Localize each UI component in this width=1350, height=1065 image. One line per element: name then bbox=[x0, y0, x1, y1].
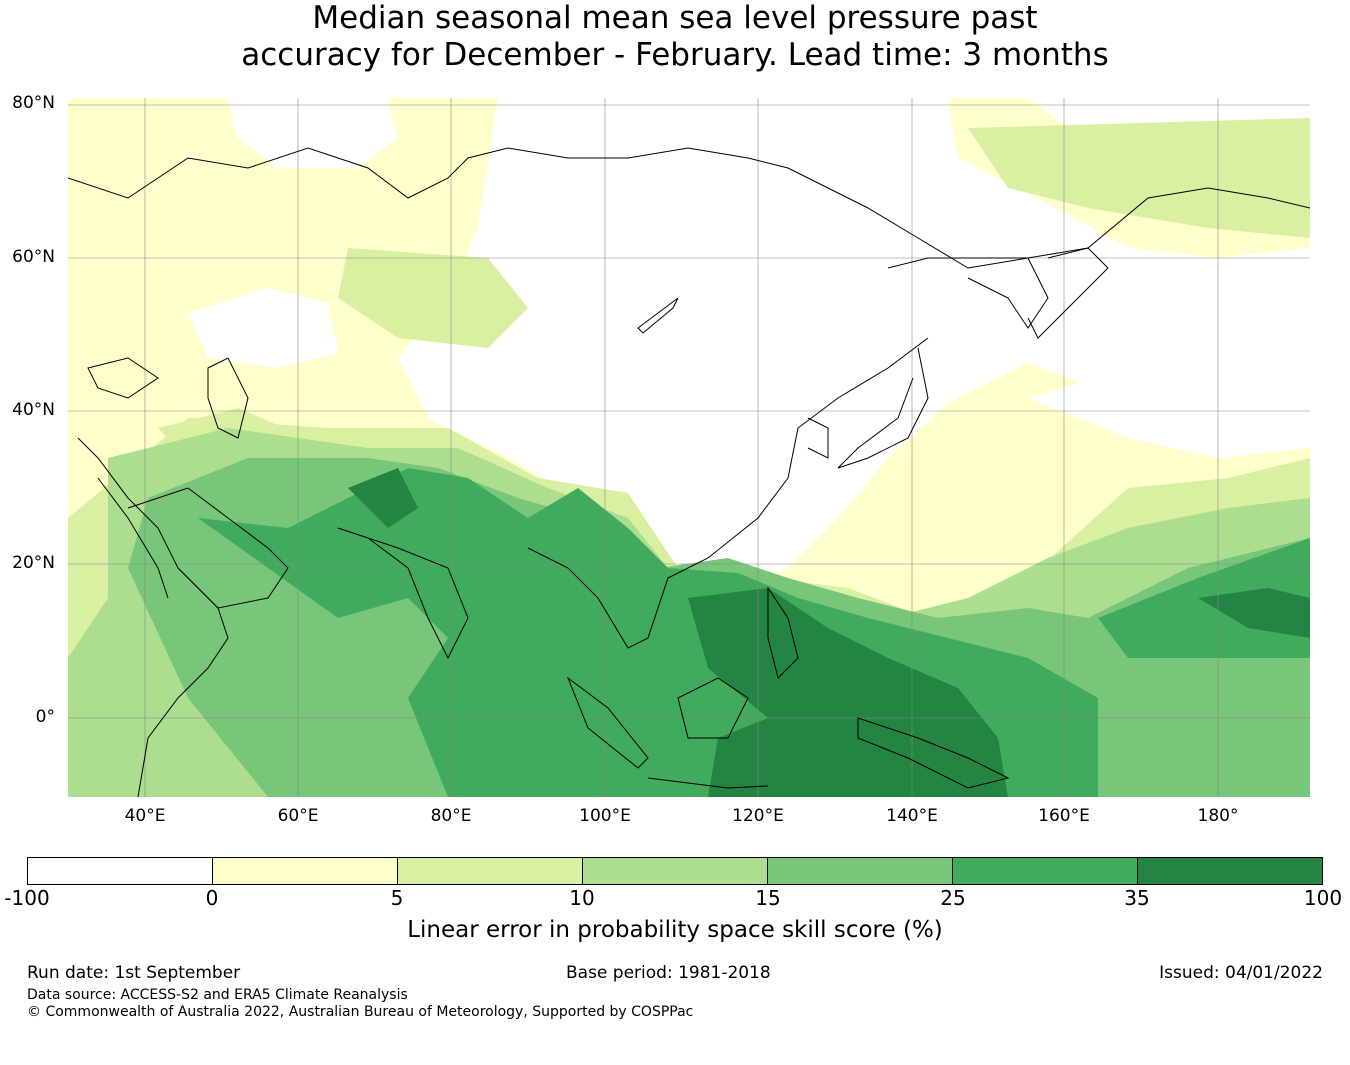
coastline-japan bbox=[837, 347, 929, 469]
colorbar-segment-10-15 bbox=[583, 858, 768, 884]
coastline-korea bbox=[807, 417, 829, 459]
lon-label-60e: 60°E bbox=[277, 806, 319, 826]
colorbar-segment-15-25 bbox=[768, 858, 953, 884]
copyright: © Commonwealth of Australia 2022, Austra… bbox=[27, 1004, 694, 1020]
region-35-100-central-pacific bbox=[1198, 588, 1310, 638]
run-date: Run date: 1st September bbox=[27, 963, 241, 983]
colorbar-tick-10: 10 bbox=[569, 886, 595, 910]
colorbar-segment-35-100 bbox=[1138, 858, 1322, 884]
coastline-new-guinea bbox=[857, 717, 1010, 789]
skill-score-map bbox=[68, 98, 1310, 797]
colorbar-segment-0-5 bbox=[213, 858, 398, 884]
region-35-100-west-pacific bbox=[688, 588, 1008, 797]
lat-label-80n: 80°N bbox=[12, 93, 55, 113]
lon-label-120e: 120°E bbox=[732, 806, 784, 826]
data-source: Data source: ACCESS-S2 and ERA5 Climate … bbox=[27, 987, 408, 1003]
lat-label-40n: 40°N bbox=[12, 400, 55, 420]
lon-label-160e: 160°E bbox=[1038, 806, 1090, 826]
title-line-2: accuracy for December - February. Lead t… bbox=[241, 37, 1109, 73]
colorbar bbox=[27, 857, 1323, 885]
lon-label-40e: 40°E bbox=[124, 806, 166, 826]
coastline-red-sea bbox=[97, 477, 169, 599]
coastline-kamchatka bbox=[1027, 247, 1109, 339]
coastline-caspian bbox=[207, 357, 249, 439]
lat-label-equator: 0° bbox=[35, 707, 55, 727]
coastline-sumatra bbox=[566, 676, 649, 769]
lon-label-140e: 140°E bbox=[886, 806, 938, 826]
lon-label-100e: 100°E bbox=[579, 806, 631, 826]
coastlines bbox=[68, 147, 1310, 797]
coastline-java bbox=[647, 777, 769, 789]
colorbar-tick-35: 35 bbox=[1124, 886, 1150, 910]
colorbar-tick-5: 5 bbox=[390, 886, 404, 910]
region-35-100-arabia bbox=[348, 468, 418, 528]
coastline-philippines bbox=[767, 586, 799, 679]
issued-date: Issued: 04/01/2022 bbox=[1159, 963, 1323, 983]
lat-label-60n: 60°N bbox=[12, 247, 55, 267]
coastline-southeast-asia bbox=[527, 337, 929, 649]
colorbar-label: Linear error in probability space skill … bbox=[407, 917, 943, 943]
coastline-india bbox=[337, 527, 469, 660]
lon-label-180: 180° bbox=[1197, 806, 1239, 826]
colorbar-tick-0: 0 bbox=[205, 886, 219, 910]
region-5-10-kamchatka bbox=[968, 118, 1310, 238]
graticule bbox=[68, 98, 1310, 797]
title-line-1: Median seasonal mean sea level pressure … bbox=[312, 0, 1038, 36]
coastline-arabian-peninsula bbox=[127, 487, 289, 609]
coastline-baikal bbox=[637, 297, 679, 334]
colorbar-tick-25: 25 bbox=[940, 886, 966, 910]
map-canvas bbox=[68, 98, 1310, 797]
colorbar-segment-5-10 bbox=[398, 858, 583, 884]
coastline-borneo bbox=[677, 677, 749, 739]
lon-label-80e: 80°E bbox=[430, 806, 472, 826]
coastline-black-sea bbox=[87, 357, 159, 399]
colorbar-tick-100: 100 bbox=[1303, 886, 1343, 910]
region-negative-siberia-china bbox=[398, 98, 1310, 598]
colorbar-segment-neg100-0 bbox=[28, 858, 213, 884]
colorbar-segment-25-35 bbox=[953, 858, 1138, 884]
region-negative-arctic-west bbox=[228, 98, 398, 168]
colorbar-tick-15: 15 bbox=[755, 886, 781, 910]
lat-label-20n: 20°N bbox=[12, 553, 55, 573]
map-title: Median seasonal mean sea level pressure … bbox=[0, 0, 1350, 74]
coastline-okhotsk bbox=[887, 257, 1049, 329]
colorbar-tick-neg100: -100 bbox=[4, 886, 50, 910]
base-period: Base period: 1981-2018 bbox=[566, 963, 771, 983]
region-5-10-siberia bbox=[338, 248, 528, 348]
region-negative-ural bbox=[188, 288, 338, 368]
region-negative-north-pacific bbox=[1028, 378, 1310, 458]
